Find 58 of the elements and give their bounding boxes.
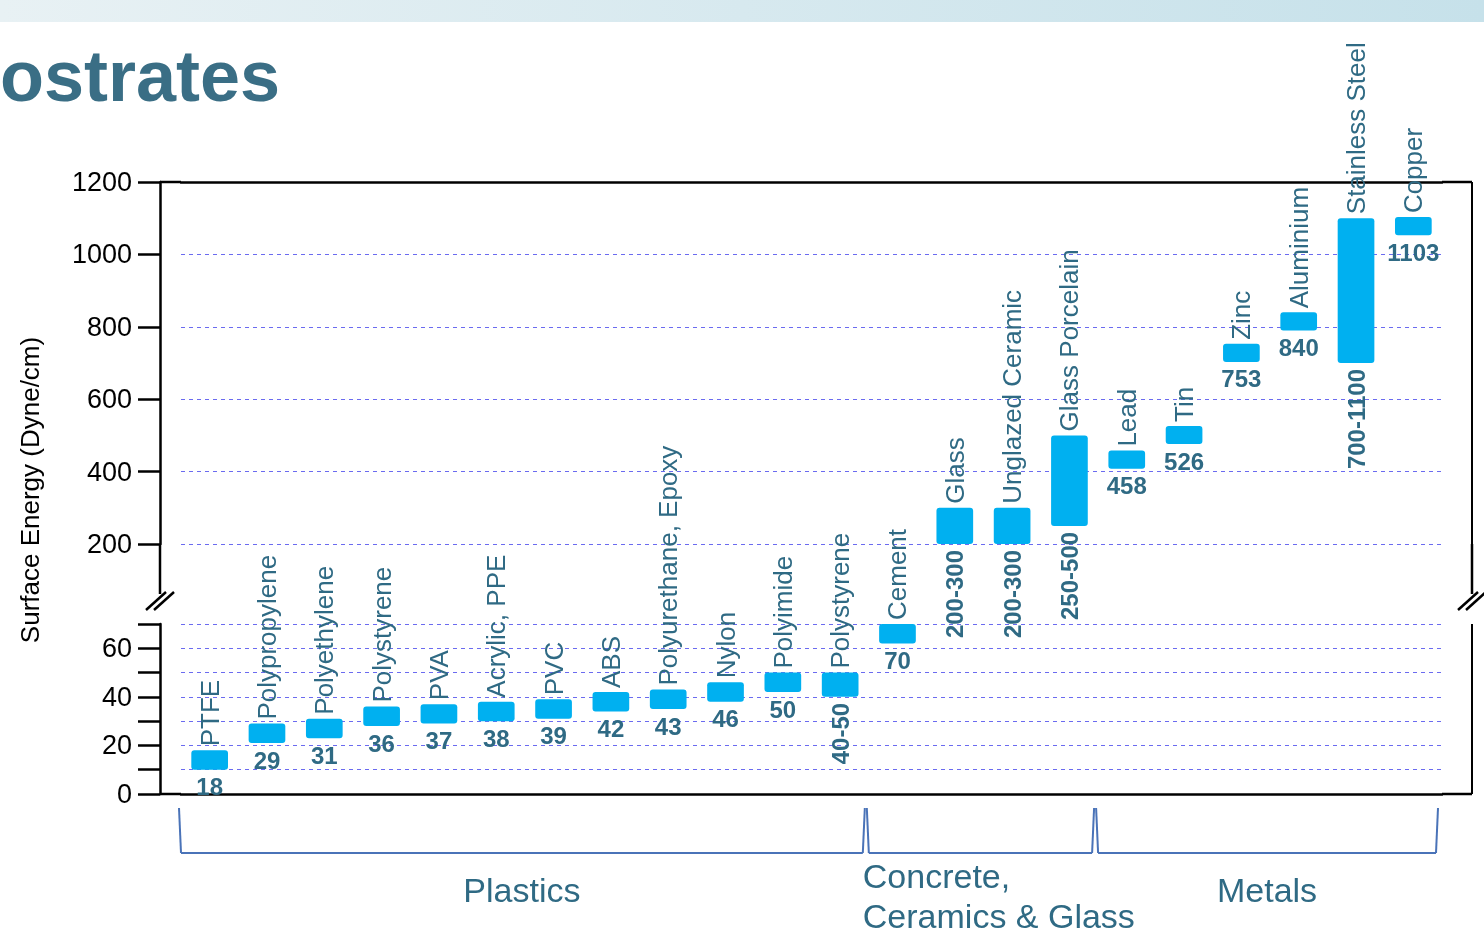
y-tick-label: 1000	[71, 239, 132, 270]
data-label: 38	[482, 724, 510, 752]
text: Metals	[1216, 871, 1318, 909]
y-tick-label: 0	[116, 779, 132, 809]
category-label: Polypropylene	[251, 554, 282, 720]
category-label: Aluminium	[1283, 186, 1314, 309]
data-label: 250-500	[1055, 531, 1083, 620]
category-label: Acrylic, PPE	[481, 554, 512, 698]
category-label: Unglazed Ceramic	[997, 289, 1028, 504]
category-label: Zinc	[1226, 290, 1257, 340]
data-label: 1103	[1387, 238, 1440, 266]
category-label: Lead	[1111, 388, 1142, 447]
data-label: 46	[712, 705, 739, 733]
data-label: 700-1100	[1342, 369, 1370, 470]
data-label: 458	[1106, 472, 1147, 500]
category-label: Polystyrene	[825, 532, 856, 669]
category-label: ABS	[595, 635, 626, 688]
data-label: 42	[597, 714, 625, 742]
data-label: 37	[425, 727, 453, 755]
category-label: Tin	[1169, 386, 1200, 422]
data-label: 36	[368, 729, 395, 757]
y-tick-label: 400	[86, 456, 132, 487]
y-tick-label: 60	[101, 633, 132, 664]
data-label: 29	[253, 746, 281, 774]
category-label: PTFE	[194, 679, 225, 747]
category-label: Polyurethane, Epoxy	[653, 445, 684, 686]
y-tick-label: 20	[101, 730, 132, 761]
y-tick-label: 40	[101, 681, 132, 712]
data-label: 753	[1221, 365, 1262, 393]
text: Plastics	[463, 871, 581, 909]
data-label: 31	[310, 741, 338, 769]
data-label: 39	[540, 722, 567, 750]
y-tick-label: 1200	[71, 167, 132, 197]
category-label: Polyethylene	[309, 565, 340, 715]
y-axis-title: Surface Energy (Dyne/cm)	[15, 336, 45, 644]
category-label: Cement	[882, 528, 913, 620]
y-tick-label: 200	[86, 529, 132, 559]
category-label: PVA	[423, 650, 454, 701]
chart-title: ostrates	[0, 36, 281, 116]
data-label: 40-50	[826, 702, 854, 765]
data-label: 50	[769, 695, 797, 723]
y-tick-label: 600	[86, 384, 132, 415]
data-label: 200-300	[941, 550, 969, 639]
category-label: Stainless Steel	[1341, 42, 1372, 215]
category-label: Polystyrene	[366, 566, 397, 703]
data-label: 526	[1164, 447, 1205, 475]
category-label: Glass Porcelain	[1054, 249, 1085, 432]
data-label: 43	[654, 712, 682, 740]
category-label: Copper	[1398, 127, 1429, 214]
category-label: PVC	[538, 641, 569, 696]
category-label: Glass	[939, 437, 970, 504]
category-label: Polyimide	[767, 555, 798, 669]
data-label: 840	[1278, 333, 1319, 361]
data-label: 70	[884, 646, 911, 674]
text: Concrete, Ceramics & Glass	[862, 857, 1135, 932]
category-label: Nylon	[710, 611, 741, 679]
y-tick-label: 800	[86, 311, 132, 342]
data-label: 200-300	[998, 550, 1026, 639]
